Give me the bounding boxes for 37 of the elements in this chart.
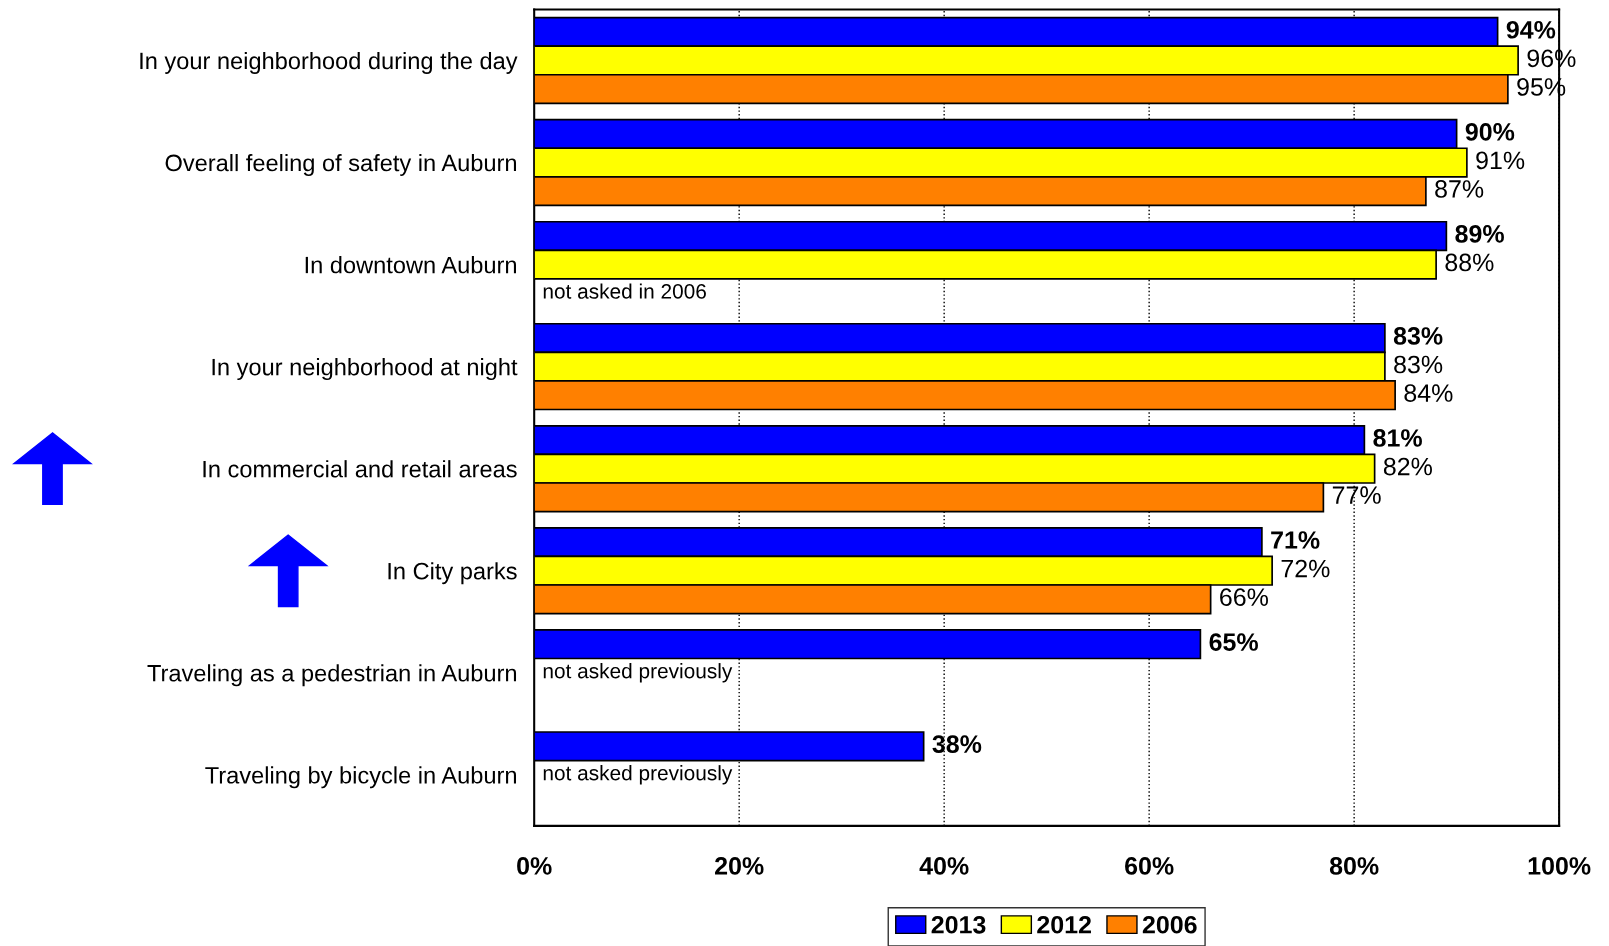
data-label: 81% [1373,429,1422,447]
x-tick-label: 60% [1125,857,1174,875]
annotation: not asked previously [543,765,733,785]
x-tick-label: 40% [919,857,969,875]
x-tick-label: 80% [1329,857,1379,875]
y-tick-label: In your neighborhood during the day [140,51,518,74]
data-label: 90% [1465,122,1515,141]
y-tick-label: In City parks [388,562,517,585]
legend-label: 2006 [1142,915,1197,934]
legend-label: 2013 [931,915,986,934]
y-tick-label: Overall feeling of safety in Auburn [165,153,517,176]
data-label: 83% [1393,327,1443,345]
annotation: not asked in 2006 [543,283,706,299]
data-label: 83% [1394,355,1443,374]
y-tick-label: Traveling as a pedestrian in Auburn [147,664,517,687]
data-label: 84% [1404,384,1453,402]
y-tick-label: In your neighborhood at night [212,358,518,381]
legend-label: 2012 [1037,915,1091,934]
data-label: 66% [1220,588,1268,607]
y-tick-label: In commercial and retail areas [203,460,517,478]
data-label: 87% [1435,180,1484,198]
data-label: 38% [932,735,982,754]
data-label: 82% [1383,457,1432,476]
data-label: 89% [1455,225,1504,243]
data-label: 72% [1281,559,1330,578]
data-label: 77% [1332,486,1381,504]
data-label: 91% [1476,151,1525,170]
annotation: not asked previously [543,663,733,683]
x-tick-label: 0% [517,857,552,875]
data-label: 88% [1445,253,1494,272]
y-tick-label: Traveling by bicycle in Auburn [205,766,517,789]
x-tick-label: 100% [1528,857,1591,875]
y-tick-label: In downtown Auburn [305,256,516,274]
x-tick-label: 20% [715,857,764,875]
data-label: 65% [1209,633,1258,651]
data-label: 94% [1506,20,1556,39]
data-label: 71% [1271,531,1320,549]
